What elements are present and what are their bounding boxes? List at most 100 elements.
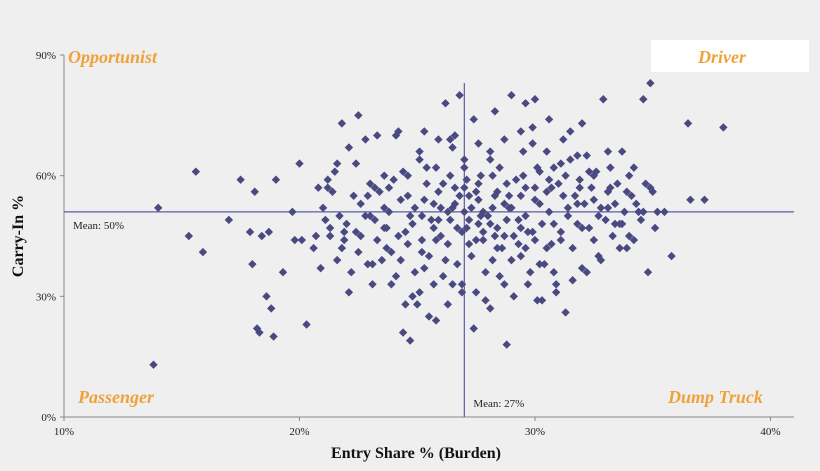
data-point — [422, 163, 431, 172]
data-point — [610, 199, 620, 209]
data-point — [587, 183, 596, 192]
data-point — [575, 183, 584, 192]
data-point — [573, 151, 582, 160]
data-point — [460, 183, 469, 192]
y-tick-labels: 0% 30% 60% 90% — [36, 50, 64, 424]
data-point — [191, 167, 201, 176]
quadrant-label-bottom-right: Dump Truck — [667, 387, 763, 407]
data-point — [457, 288, 467, 297]
data-point — [408, 292, 417, 301]
data-point — [365, 179, 375, 188]
data-point — [566, 155, 575, 164]
data-point — [356, 231, 365, 241]
data-point — [457, 280, 467, 289]
data-point — [634, 207, 643, 217]
data-point — [434, 187, 443, 196]
data-point — [481, 296, 490, 305]
data-point — [580, 199, 589, 209]
data-point — [431, 316, 441, 325]
data-point — [387, 247, 396, 257]
data-point — [606, 163, 615, 172]
x-mean-label: Mean: 27% — [473, 398, 524, 410]
data-point — [596, 203, 606, 213]
data-point — [537, 296, 547, 305]
data-point — [460, 207, 469, 217]
data-point — [603, 147, 613, 156]
data-point — [622, 243, 632, 253]
data-point — [224, 215, 234, 225]
data-point — [354, 111, 363, 120]
mean-lines: Mean: 50% Mean: 27% — [64, 83, 794, 417]
data-point — [443, 300, 453, 309]
x-tick-label: 30% — [525, 426, 545, 438]
data-point — [365, 211, 375, 221]
data-point — [321, 215, 330, 225]
data-point — [448, 280, 457, 289]
data-point — [403, 239, 413, 249]
data-point — [332, 255, 342, 265]
data-point — [438, 272, 448, 281]
x-tick-label: 20% — [289, 426, 309, 438]
data-point — [420, 263, 429, 273]
data-point — [632, 199, 641, 209]
data-point — [434, 135, 443, 144]
data-point — [549, 219, 559, 229]
data-point — [467, 251, 476, 261]
data-point — [500, 231, 509, 241]
data-point — [497, 243, 507, 253]
x-tick-label: 40% — [760, 426, 780, 438]
data-point — [351, 227, 361, 237]
data-point — [629, 235, 639, 245]
data-point — [622, 187, 632, 196]
data-point — [460, 163, 469, 172]
data-point — [568, 276, 577, 285]
data-point — [318, 203, 328, 213]
data-point — [269, 332, 278, 341]
data-point — [582, 151, 591, 160]
data-point — [582, 268, 591, 277]
data-point — [405, 336, 415, 345]
data-point — [493, 243, 502, 253]
data-point — [521, 99, 530, 108]
data-point — [337, 119, 347, 128]
data-point — [462, 175, 471, 184]
data-point — [361, 211, 370, 221]
data-point — [309, 243, 318, 253]
data-point — [398, 167, 408, 176]
data-point — [483, 211, 493, 221]
data-point — [368, 280, 377, 289]
data-point — [495, 163, 504, 172]
data-point — [509, 292, 518, 301]
data-point — [486, 219, 495, 229]
data-point — [469, 115, 478, 124]
y-mean-label: Mean: 50% — [73, 220, 124, 232]
data-point — [589, 171, 599, 180]
data-points — [149, 78, 728, 369]
data-point — [344, 143, 354, 152]
data-point — [556, 235, 566, 245]
data-point — [370, 215, 380, 225]
data-point — [420, 195, 429, 204]
data-point — [149, 360, 158, 369]
data-point — [533, 296, 542, 305]
data-point — [450, 131, 460, 140]
data-point — [577, 119, 587, 128]
data-point — [584, 223, 594, 233]
data-point — [250, 187, 259, 196]
data-point — [486, 304, 495, 313]
data-point — [528, 227, 537, 237]
data-point — [462, 223, 471, 233]
data-point — [474, 139, 483, 148]
data-point — [478, 235, 488, 245]
data-point — [457, 227, 467, 237]
data-point — [500, 135, 509, 144]
data-point — [516, 251, 526, 261]
data-point — [556, 227, 566, 237]
data-point — [596, 255, 606, 265]
data-point — [660, 207, 669, 217]
data-point — [354, 247, 363, 257]
data-point — [403, 171, 413, 180]
data-point — [396, 255, 405, 265]
data-point — [420, 127, 429, 136]
data-point — [646, 78, 655, 88]
